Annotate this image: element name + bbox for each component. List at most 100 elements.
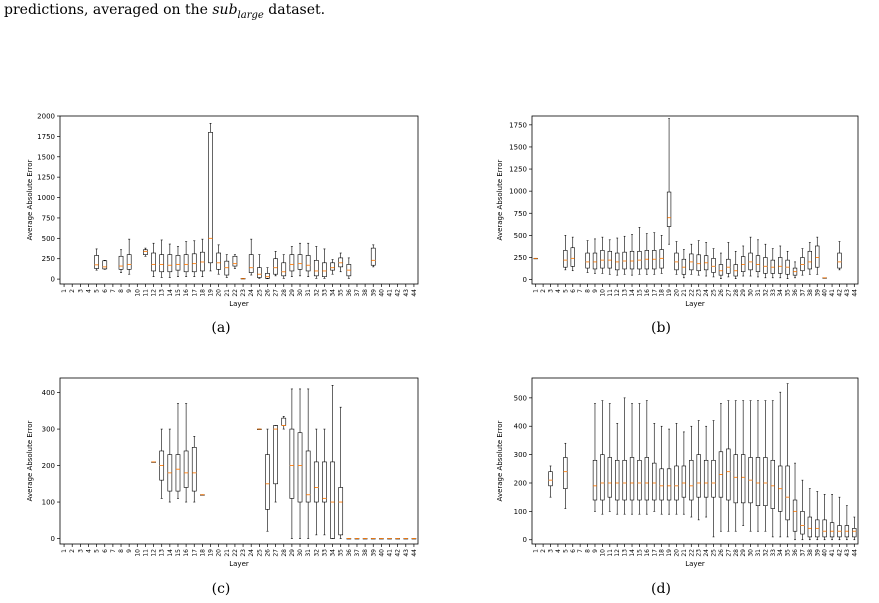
- iqr-box: [792, 499, 798, 532]
- x-tick-label: 4: [85, 289, 92, 293]
- box-layer-37: [800, 479, 805, 541]
- box-layer-40: [822, 494, 827, 541]
- iqr-box: [600, 454, 605, 501]
- box-layer-6: [102, 260, 108, 270]
- y-tick-label: 400: [514, 423, 527, 431]
- iqr-box: [216, 252, 221, 270]
- box-layer-39: [370, 538, 376, 540]
- box-layer-31: [755, 400, 761, 532]
- x-tick-label: 33: [770, 289, 777, 297]
- y-tick-label: 100: [514, 508, 527, 516]
- x-tick-label: 24: [703, 289, 710, 297]
- x-tick-label: 26: [718, 289, 725, 297]
- y-tick-label: 300: [42, 426, 55, 434]
- y-tick-label: 500: [42, 235, 55, 243]
- box-layer-25: [711, 420, 716, 538]
- box-layer-36: [792, 261, 798, 279]
- x-tick-label: 22: [688, 549, 695, 557]
- box-layer-17: [652, 423, 657, 512]
- box-layer-18: [200, 494, 205, 496]
- x-tick-label: 19: [666, 289, 673, 297]
- x-tick-label: 6: [102, 549, 109, 553]
- box-layer-26: [265, 428, 270, 532]
- box-layer-25: [711, 248, 716, 278]
- x-tick-label: 14: [629, 549, 636, 557]
- box-layer-35: [338, 406, 344, 539]
- x-tick-label: 39: [370, 549, 377, 557]
- x-tick-label: 36: [792, 289, 799, 297]
- iqr-box: [770, 459, 775, 509]
- iqr-box: [652, 462, 657, 501]
- box-layer-13: [622, 397, 627, 515]
- x-tick-label: 35: [785, 289, 792, 297]
- y-tick-label: 0: [523, 276, 527, 284]
- x-tick-label: 38: [807, 549, 814, 557]
- iqr-box: [370, 247, 376, 266]
- iqr-box: [689, 459, 694, 501]
- caption-prefix: predictions, averaged on the: [4, 2, 213, 18]
- box-layer-5: [94, 248, 99, 271]
- boxplot-panel-c: 0 100 200 300 400 1 2 3 4 5 6 7 8 9 10 11 12 13 14 15 16 17 18…: [0, 370, 435, 580]
- x-tick-label: 5: [562, 289, 569, 293]
- x-tick-label: 42: [836, 549, 843, 557]
- x-tick-label: 31: [305, 289, 312, 297]
- y-tick-label: 1750: [37, 133, 55, 141]
- box-layer-42: [837, 496, 842, 541]
- x-tick-label: 10: [134, 289, 141, 297]
- box-layer-33: [770, 248, 775, 279]
- iqr-box: [637, 459, 642, 501]
- box-layer-14: [167, 243, 173, 278]
- x-tick-label: 41: [829, 549, 836, 557]
- iqr-box: [313, 260, 319, 277]
- box-layer-16: [183, 403, 189, 503]
- iqr-box: [167, 254, 173, 273]
- x-tick-label: 18: [659, 549, 666, 557]
- x-tick-label: 8: [118, 289, 125, 293]
- x-tick-label: 43: [403, 549, 410, 557]
- iqr-box: [191, 253, 197, 273]
- iqr-box: [607, 457, 612, 498]
- plot-frame: [531, 115, 859, 285]
- x-tick-label: 11: [607, 549, 614, 557]
- box-layer-38: [807, 488, 812, 541]
- y-tick-label: 250: [42, 255, 55, 263]
- box-layer-43: [403, 538, 409, 540]
- box-layer-42: [837, 241, 842, 271]
- x-axis-label: Layer: [229, 300, 249, 308]
- x-axis-label: Layer: [685, 560, 705, 568]
- x-tick-label: 27: [725, 289, 732, 297]
- iqr-box: [183, 254, 189, 273]
- x-tick-label: 3: [77, 289, 84, 293]
- box-layer-16: [644, 400, 649, 515]
- box-layer-16: [183, 241, 189, 277]
- iqr-box: [696, 454, 701, 498]
- iqr-box: [726, 448, 731, 501]
- box-layer-13: [622, 235, 627, 275]
- x-tick-label: 2: [540, 289, 547, 293]
- x-tick-label: 37: [354, 549, 361, 557]
- box-layer-31: [755, 239, 761, 278]
- x-tick-label: 16: [644, 289, 651, 297]
- x-tick-label: 7: [110, 289, 117, 293]
- x-tick-label: 25: [256, 549, 263, 557]
- x-tick-label: 29: [289, 289, 296, 297]
- box-layer-11: [607, 239, 612, 275]
- iqr-box: [741, 454, 746, 504]
- x-tick-label: 13: [159, 549, 166, 557]
- y-tick-label: 750: [514, 210, 527, 218]
- iqr-box: [159, 254, 165, 273]
- iqr-box: [592, 459, 598, 501]
- iqr-box: [711, 459, 716, 498]
- box-layer-18: [659, 425, 664, 515]
- x-tick-label: 34: [330, 289, 337, 297]
- x-tick-label: 28: [281, 549, 288, 557]
- y-tick-label: 1250: [37, 174, 55, 182]
- box-layer-17: [191, 240, 197, 277]
- box-layer-18: [659, 235, 664, 274]
- box-layer-21: [681, 249, 687, 279]
- iqr-box: [257, 267, 262, 278]
- box-layer-31: [305, 242, 311, 277]
- caption-suffix: dataset.: [263, 2, 326, 18]
- iqr-box: [175, 255, 181, 271]
